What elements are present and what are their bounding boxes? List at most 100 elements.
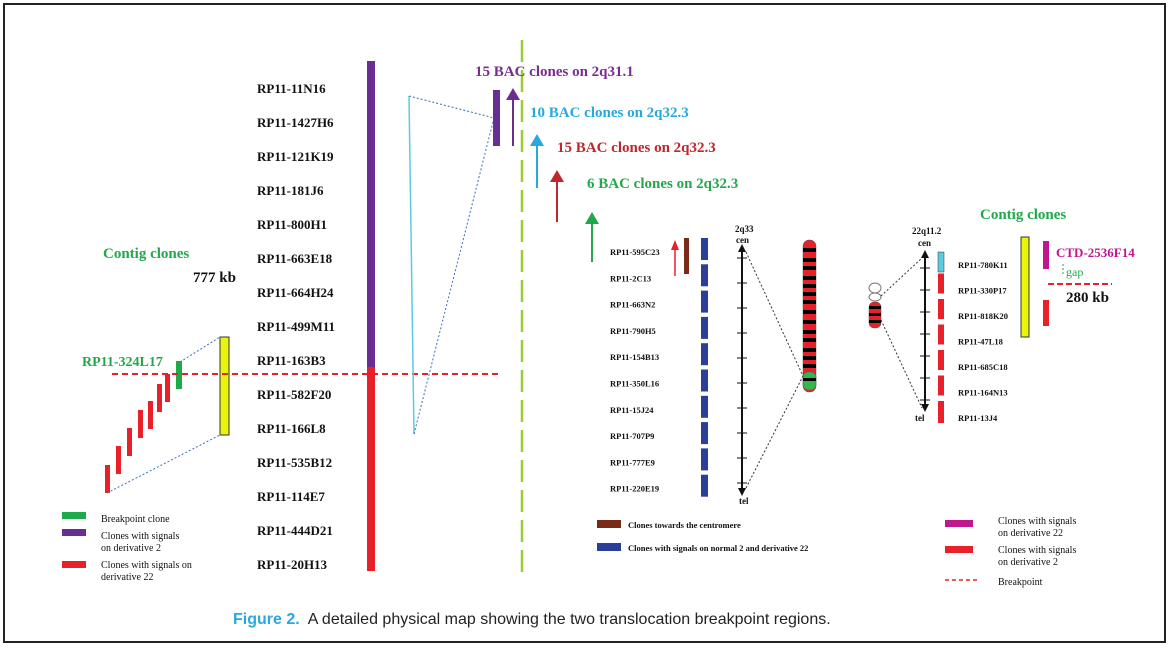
staircase-bar [138, 410, 143, 438]
chr2-band [803, 378, 816, 381]
middle-clone-label: RP11-154B13 [610, 352, 659, 362]
chr2-band [803, 300, 816, 304]
legend-breakpoint-label: Breakpoint clone [101, 514, 170, 525]
left-legend: Breakpoint clone Clones with signals on d… [62, 512, 192, 583]
middle-clone-bar [701, 369, 708, 392]
chr2-band [803, 364, 816, 368]
zoom-line [408, 95, 495, 119]
legend-centromere-label: Clones towards the centromere [628, 520, 741, 530]
right-clone-list: RP11-780K11 RP11-330P17 RP11-818K20 RP11-47… [938, 260, 1008, 423]
chr2-band [803, 320, 816, 324]
left-clone-bar [367, 231, 375, 265]
left-clone-bar [367, 129, 375, 163]
middle-clone-bar [701, 264, 708, 287]
staircase-bar [157, 384, 162, 412]
legend-der22-label: Clones with signals on derivative 22 [101, 560, 192, 583]
legend-swatch-breakpoint [62, 512, 86, 519]
right-band-label: 22q11.2 [912, 226, 942, 236]
left-clone-label: RP11-11N16 [257, 81, 326, 96]
bac-arrow-blue [530, 134, 544, 188]
right-tel-label: tel [915, 413, 925, 423]
left-clone-label: RP11-181J6 [257, 183, 324, 198]
middle-clone-bar [701, 422, 708, 445]
legend-swatch-der22-ctd [945, 520, 973, 527]
legend-swatch-normal2 [597, 543, 621, 551]
left-clone-bar [367, 401, 375, 435]
middle-band-label: 2q33 [735, 224, 754, 234]
right-clone-bar [938, 375, 944, 396]
chr2-band [803, 310, 816, 314]
middle-clone-label: RP11-15J24 [610, 405, 654, 415]
chromosome-2-ideogram [802, 239, 817, 393]
middle-clone-bar [701, 238, 708, 260]
middle-scale [737, 244, 747, 496]
left-clone-bar [367, 299, 375, 333]
middle-clone-label: RP11-2C13 [610, 273, 651, 283]
bac-label-2q32-3-red: 15 BAC clones on 2q32.3 [557, 140, 716, 156]
left-clone-label: RP11-499M11 [257, 319, 335, 334]
bac-label-2q32-3-green: 6 BAC clones on 2q32.3 [587, 176, 738, 192]
left-clone-list: RP11-11N16 RP11-1427H6 RP11-121K19 RP11-181… [257, 61, 375, 572]
right-scale [920, 250, 930, 412]
left-clone-bar [367, 265, 375, 299]
right-red-contig-bar [1043, 300, 1049, 326]
staircase-bar [127, 428, 132, 456]
bac-arrow-purple [506, 88, 520, 146]
left-contig-staircase [105, 336, 230, 494]
middle-clone-bar [701, 290, 708, 313]
chr2-body [802, 239, 817, 393]
middle-clone-label: RP11-663N2 [610, 300, 655, 310]
chr2-band [803, 338, 816, 342]
middle-clone-list: RP11-595C23 RP11-2C13 RP11-663N2 RP11-790H5… [610, 238, 708, 497]
chr2-band [803, 348, 816, 352]
left-clone-label: RP11-163B3 [257, 353, 326, 368]
left-clone-bar [367, 469, 375, 503]
right-zoom-line [880, 319, 923, 409]
centromere-clone-bar [684, 238, 689, 274]
left-clone-bar [367, 333, 375, 367]
chr2-band [803, 284, 816, 288]
left-clone-bar [367, 163, 375, 197]
legend-der2-right-label: Clones with signals on derivative 2 [998, 545, 1076, 568]
breakpoint-clone-bar [176, 361, 182, 389]
gap-size-label: 280 kb [1066, 290, 1109, 306]
staircase-bar [116, 446, 121, 474]
chr22-satellite [868, 292, 882, 302]
right-clone-label: RP11-13J4 [958, 413, 998, 423]
contig-connector [179, 336, 221, 363]
right-clone-label: RP11-685C18 [958, 362, 1008, 372]
left-clone-label: RP11-535B12 [257, 455, 332, 470]
chr2-band [803, 356, 816, 360]
left-clone-label: RP11-121K19 [257, 149, 334, 164]
right-contig-yellow-bar [1020, 236, 1030, 338]
contig-connector [106, 434, 221, 494]
right-cyan-clone-bar [937, 251, 945, 273]
figure-caption-text: A detailed physical map showing the two … [308, 611, 831, 628]
left-clone-bar [367, 61, 375, 95]
left-clone-bar [367, 435, 375, 469]
legend-swatch-der22 [62, 561, 86, 568]
zoom-line [408, 95, 415, 435]
breakpoint-clone-label: RP11-324L17 [82, 355, 163, 370]
right-clone-bar [938, 403, 944, 423]
middle-clone-label: RP11-350L16 [610, 379, 659, 389]
left-clone-label: RP11-582F20 [257, 387, 331, 402]
right-clone-label: RP11-818K20 [958, 311, 1008, 321]
middle-legend: Clones towards the centromere Clones wit… [597, 520, 808, 553]
ctd-clone-bar [1043, 241, 1049, 269]
right-clone-label: RP11-164N13 [958, 388, 1008, 398]
right-cen-label: cen [918, 238, 931, 248]
legend-der22-ctd-label: Clones with signals on derivative 22 [998, 516, 1076, 539]
bac-label-2q32-3-blue: 10 BAC clones on 2q32.3 [530, 105, 689, 121]
legend-der2-label: Clones with signals on derivative 2 [101, 531, 179, 554]
middle-tel-label: tel [739, 496, 749, 506]
middle-clone-label: RP11-790H5 [610, 326, 656, 336]
middle-cen-label: cen [736, 235, 749, 245]
right-clone-label: RP11-330P17 [958, 286, 1007, 296]
staircase-bar [148, 401, 153, 429]
legend-swatch-der2-right [945, 546, 973, 553]
middle-clone-bar [701, 316, 708, 339]
chr2-band [803, 330, 816, 334]
left-clone-bar [367, 95, 375, 129]
